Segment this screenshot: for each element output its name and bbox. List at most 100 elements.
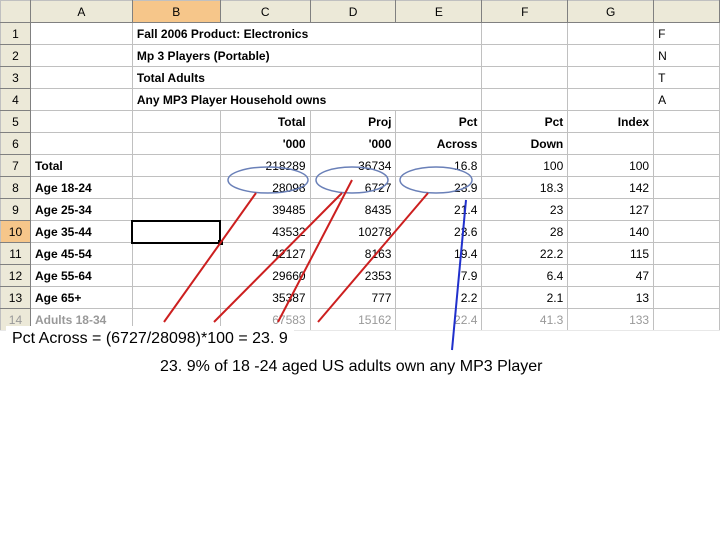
cell-C10[interactable]: 43532 — [220, 221, 310, 243]
cell-D8[interactable]: 6727 — [310, 177, 396, 199]
cell-A13[interactable]: Age 65+ — [30, 287, 132, 309]
cell-D14[interactable]: 15162 — [310, 309, 396, 331]
cell-F13[interactable]: 2.1 — [482, 287, 568, 309]
cell-H3[interactable]: T — [654, 67, 720, 89]
cell-A5[interactable] — [30, 111, 132, 133]
cell-D5[interactable]: Proj — [310, 111, 396, 133]
cell-F10[interactable]: 28 — [482, 221, 568, 243]
cell-F7[interactable]: 100 — [482, 155, 568, 177]
cell-E8[interactable]: 23.9 — [396, 177, 482, 199]
cell-H14[interactable] — [654, 309, 720, 331]
cell-H11[interactable] — [654, 243, 720, 265]
cell-A7[interactable]: Total — [30, 155, 132, 177]
cell-H2[interactable]: N — [654, 45, 720, 67]
cell-C6[interactable]: '000 — [220, 133, 310, 155]
row-header-13[interactable]: 13 — [1, 287, 31, 309]
cell-F11[interactable]: 22.2 — [482, 243, 568, 265]
cell-F6[interactable]: Down — [482, 133, 568, 155]
row-header-2[interactable]: 2 — [1, 45, 31, 67]
cell-E13[interactable]: 2.2 — [396, 287, 482, 309]
cell-G5[interactable]: Index — [568, 111, 654, 133]
select-all-corner[interactable] — [1, 1, 31, 23]
cell-A12[interactable]: Age 55-64 — [30, 265, 132, 287]
cell-F3[interactable] — [482, 67, 568, 89]
row-header-8[interactable]: 8 — [1, 177, 31, 199]
fill-handle[interactable] — [218, 240, 223, 245]
row-header-9[interactable]: 9 — [1, 199, 31, 221]
col-header-B[interactable]: B — [132, 1, 220, 23]
cell-B12[interactable] — [132, 265, 220, 287]
cell-B10[interactable] — [132, 221, 220, 243]
cell-F4[interactable] — [482, 89, 568, 111]
cell-E7[interactable]: 16.8 — [396, 155, 482, 177]
col-header-F[interactable]: F — [482, 1, 568, 23]
cell-A10[interactable]: Age 35-44 — [30, 221, 132, 243]
row-header-4[interactable]: 4 — [1, 89, 31, 111]
cell-F8[interactable]: 18.3 — [482, 177, 568, 199]
row-header-1[interactable]: 1 — [1, 23, 31, 45]
cell-D7[interactable]: 36734 — [310, 155, 396, 177]
cell-D6[interactable]: '000 — [310, 133, 396, 155]
cell-A1[interactable] — [30, 23, 132, 45]
cell-B5[interactable] — [132, 111, 220, 133]
cell-B6[interactable] — [132, 133, 220, 155]
col-header-G[interactable]: G — [568, 1, 654, 23]
cell-D10[interactable]: 10278 — [310, 221, 396, 243]
cell-E11[interactable]: 19.4 — [396, 243, 482, 265]
col-header-E[interactable]: E — [396, 1, 482, 23]
cell-B4[interactable]: Any MP3 Player Household owns — [132, 89, 482, 111]
col-header-A[interactable]: A — [30, 1, 132, 23]
row-header-6[interactable]: 6 — [1, 133, 31, 155]
cell-H12[interactable] — [654, 265, 720, 287]
cell-D9[interactable]: 8435 — [310, 199, 396, 221]
cell-B8[interactable] — [132, 177, 220, 199]
col-header-next[interactable] — [654, 1, 720, 23]
cell-B2[interactable]: Mp 3 Players (Portable) — [132, 45, 482, 67]
cell-H13[interactable] — [654, 287, 720, 309]
cell-E14[interactable]: 22.4 — [396, 309, 482, 331]
cell-E10[interactable]: 23.6 — [396, 221, 482, 243]
cell-F2[interactable] — [482, 45, 568, 67]
cell-D13[interactable]: 777 — [310, 287, 396, 309]
cell-H6[interactable] — [654, 133, 720, 155]
cell-H1[interactable]: F — [654, 23, 720, 45]
cell-C5[interactable]: Total — [220, 111, 310, 133]
cell-A2[interactable] — [30, 45, 132, 67]
cell-G6[interactable] — [568, 133, 654, 155]
cell-H7[interactable] — [654, 155, 720, 177]
cell-F12[interactable]: 6.4 — [482, 265, 568, 287]
cell-G3[interactable] — [568, 67, 654, 89]
cell-G11[interactable]: 115 — [568, 243, 654, 265]
cell-H9[interactable] — [654, 199, 720, 221]
cell-E12[interactable]: 7.9 — [396, 265, 482, 287]
cell-H8[interactable] — [654, 177, 720, 199]
cell-C7[interactable]: 218289 — [220, 155, 310, 177]
col-header-D[interactable]: D — [310, 1, 396, 23]
cell-G1[interactable] — [568, 23, 654, 45]
cell-G8[interactable]: 142 — [568, 177, 654, 199]
cell-H5[interactable] — [654, 111, 720, 133]
cell-F1[interactable] — [482, 23, 568, 45]
row-header-11[interactable]: 11 — [1, 243, 31, 265]
cell-C13[interactable]: 35387 — [220, 287, 310, 309]
cell-A9[interactable]: Age 25-34 — [30, 199, 132, 221]
cell-G10[interactable]: 140 — [568, 221, 654, 243]
cell-A3[interactable] — [30, 67, 132, 89]
row-header-7[interactable]: 7 — [1, 155, 31, 177]
cell-C11[interactable]: 42127 — [220, 243, 310, 265]
cell-G7[interactable]: 100 — [568, 155, 654, 177]
cell-F5[interactable]: Pct — [482, 111, 568, 133]
cell-G12[interactable]: 47 — [568, 265, 654, 287]
cell-B11[interactable] — [132, 243, 220, 265]
cell-E5[interactable]: Pct — [396, 111, 482, 133]
cell-B13[interactable] — [132, 287, 220, 309]
cell-B3[interactable]: Total Adults — [132, 67, 482, 89]
cell-G14[interactable]: 133 — [568, 309, 654, 331]
cell-C9[interactable]: 39485 — [220, 199, 310, 221]
cell-A6[interactable] — [30, 133, 132, 155]
cell-B7[interactable] — [132, 155, 220, 177]
cell-D11[interactable]: 8163 — [310, 243, 396, 265]
row-header-10[interactable]: 10 — [1, 221, 31, 243]
cell-H10[interactable] — [654, 221, 720, 243]
cell-C8[interactable]: 28098 — [220, 177, 310, 199]
